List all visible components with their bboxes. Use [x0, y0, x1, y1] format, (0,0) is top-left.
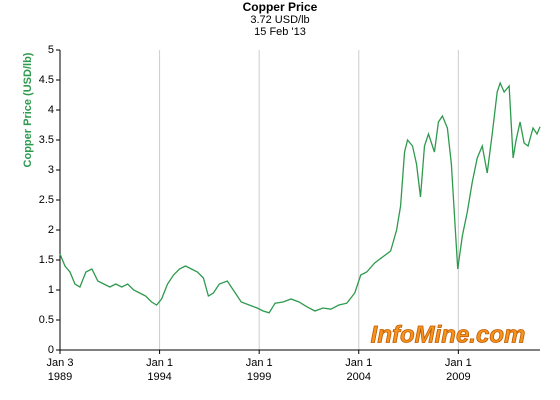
y-tick-label: 1.5 — [39, 254, 54, 266]
x-tick-label: Jan 1 — [146, 357, 173, 369]
y-tick-label: 0 — [48, 344, 54, 356]
x-tick-label: Jan 1 — [445, 357, 472, 369]
y-axis-label: Copper Price (USD/lb) — [22, 52, 34, 167]
y-tick-label: 1 — [48, 284, 54, 296]
x-tick-label: Jan 1 — [246, 357, 273, 369]
y-tick-label: 4.5 — [39, 74, 54, 86]
y-tick-label: 5 — [48, 44, 54, 56]
x-tick-label: 2004 — [347, 371, 371, 383]
y-tick-label: 4 — [48, 104, 54, 116]
x-tick-label: 1994 — [147, 371, 171, 383]
x-tick-label: 2009 — [446, 371, 470, 383]
x-tick-label: 1999 — [247, 371, 271, 383]
chart-date: 15 Feb '13 — [254, 26, 306, 38]
y-tick-label: 0.5 — [39, 314, 54, 326]
plot-area — [60, 50, 540, 350]
chart-subtitle: 3.72 USD/lb — [250, 14, 309, 26]
x-tick-label: Jan 1 — [345, 357, 372, 369]
x-tick-label: Jan 3 — [47, 357, 74, 369]
watermark: InfoMine.com — [371, 321, 526, 348]
y-tick-label: 2 — [48, 224, 54, 236]
y-tick-label: 3 — [48, 164, 54, 176]
y-tick-label: 2.5 — [39, 194, 54, 206]
chart-title: Copper Price — [243, 0, 318, 14]
y-tick-label: 3.5 — [39, 134, 54, 146]
price-line — [59, 81, 541, 314]
x-tick-label: 1989 — [48, 371, 72, 383]
